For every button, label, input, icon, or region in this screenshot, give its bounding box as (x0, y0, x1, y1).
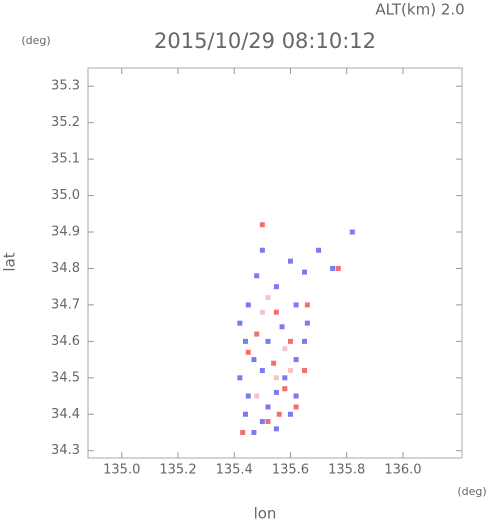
y-tick-label: 34.6 (51, 334, 80, 349)
x-unit: (deg) (457, 485, 486, 498)
y-tick-label: 34.7 (51, 297, 80, 312)
radar-cell (273, 284, 279, 290)
radar-cell (265, 338, 271, 344)
radar-cell (302, 338, 308, 344)
radar-cell (245, 393, 251, 399)
radar-cell (259, 419, 265, 425)
x-tick-label: 135.0 (103, 463, 140, 478)
radar-cell (293, 393, 299, 399)
radar-cell (265, 404, 271, 410)
y-tick-label: 34.3 (51, 443, 80, 458)
radar-cell (293, 357, 299, 363)
radar-cell (265, 419, 271, 425)
radar-cell (254, 331, 260, 337)
y-tick-label: 34.4 (51, 407, 80, 422)
radar-cell (259, 309, 265, 315)
radar-cell (237, 375, 243, 381)
y-tick-label: 34.5 (51, 370, 80, 385)
x-tick-label: 135.2 (159, 463, 196, 478)
radar-cell (282, 386, 288, 392)
y-tick-label: 35.2 (51, 115, 80, 130)
radar-cell (259, 222, 265, 228)
radar-cell (282, 375, 288, 381)
radar-cell (251, 429, 257, 435)
chart-title: 2015/10/29 08:10:12 (154, 29, 376, 53)
x-tick-label: 135.4 (216, 463, 253, 478)
radar-cell (254, 393, 260, 399)
y-tick-label: 35.1 (51, 152, 80, 167)
radar-cell (259, 247, 265, 253)
radar-cell (240, 429, 246, 435)
radar-cell (316, 247, 322, 253)
y-tick-label: 35.3 (51, 79, 80, 94)
radar-cell (293, 302, 299, 308)
radar-cell (242, 338, 248, 344)
radar-cell (237, 320, 243, 326)
radar-cell (276, 411, 282, 417)
radar-cell (304, 320, 310, 326)
x-tick-label: 136.0 (384, 463, 421, 478)
x-tick-label: 135.8 (328, 463, 365, 478)
radar-cell (273, 426, 279, 432)
y-tick-label: 35.0 (51, 188, 80, 203)
radar-cell (273, 375, 279, 381)
radar-cell (273, 309, 279, 315)
radar-cell (302, 269, 308, 275)
radar-cell (279, 324, 285, 330)
altitude-label: ALT(km) 2.0 (375, 1, 464, 19)
radar-cell (304, 302, 310, 308)
radar-cell (273, 389, 279, 395)
radar-cell (302, 368, 308, 374)
radar-cell (287, 411, 293, 417)
radar-cell (251, 357, 257, 363)
y-tick-label: 34.9 (51, 225, 80, 240)
radar-cell (282, 346, 288, 352)
radar-cell (287, 258, 293, 264)
x-tick-label: 135.6 (272, 463, 309, 478)
radar-cell (245, 302, 251, 308)
radar-cell (259, 368, 265, 374)
radar-cell (271, 360, 277, 366)
radar-cell (293, 404, 299, 410)
y-tick-label: 34.8 (51, 261, 80, 276)
y-unit: (deg) (21, 34, 50, 47)
radar-cell (349, 229, 355, 235)
radar-cell (335, 265, 341, 271)
radar-cell (245, 349, 251, 355)
radar-cell (330, 265, 336, 271)
plot-frame (87, 67, 463, 459)
radar-cell (265, 295, 271, 301)
y-axis-label: lat (1, 252, 19, 271)
radar-cell (287, 368, 293, 374)
radar-cell (287, 338, 293, 344)
radar-cell (254, 273, 260, 279)
x-axis-label: lon (254, 505, 277, 521)
radar-cell (242, 411, 248, 417)
